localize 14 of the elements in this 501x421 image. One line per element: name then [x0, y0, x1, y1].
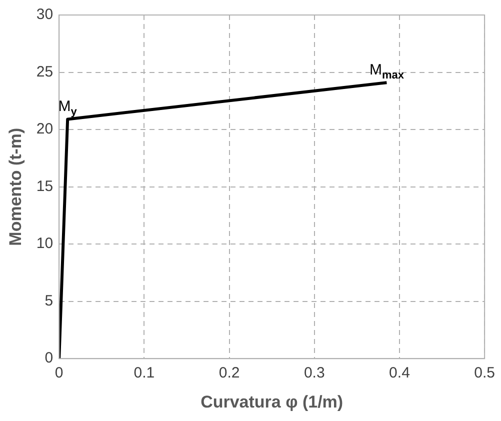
- y-tick-label: 15: [36, 178, 54, 195]
- y-tick-label: 5: [44, 292, 54, 310]
- y-tick-label: 30: [36, 6, 54, 24]
- x-tick-label: 0.2: [218, 364, 240, 382]
- x-tick-label: 0.4: [389, 364, 410, 382]
- y-tick-label: 10: [36, 235, 54, 252]
- x-tick-label: 0.5: [474, 364, 496, 382]
- x-tick-label: 0.1: [134, 364, 155, 382]
- y-tick-label: 20: [36, 120, 54, 138]
- y-axis-title: Momento (t-m): [6, 128, 25, 246]
- y-tick-label: 25: [36, 63, 54, 80]
- x-axis-title: Curvatura φ (1/m): [200, 392, 344, 412]
- y-tick-label: 0: [44, 350, 54, 367]
- x-tick-label: 0.3: [304, 364, 325, 382]
